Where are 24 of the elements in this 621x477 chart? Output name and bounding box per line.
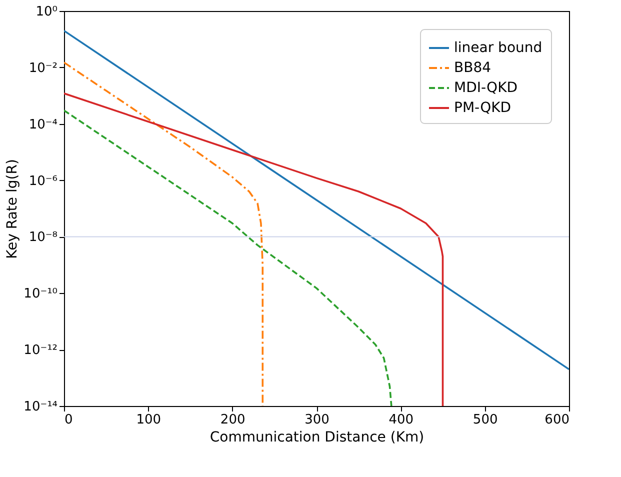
legend-label: linear bound bbox=[454, 40, 542, 56]
y-tick-label: 10⁻⁶ bbox=[28, 174, 58, 189]
x-tick-label: 600 bbox=[544, 412, 570, 428]
x-tick-label: 500 bbox=[472, 412, 498, 428]
x-tick-label: 200 bbox=[220, 412, 246, 428]
line-series bbox=[64, 92, 444, 406]
y-tick-label: 10⁻⁸ bbox=[28, 230, 58, 246]
legend-label: BB84 bbox=[454, 60, 492, 76]
y-tick-label: 10⁰ bbox=[36, 4, 58, 20]
y-tick-label: 10⁻¹² bbox=[24, 343, 58, 358]
x-tick-label: 400 bbox=[388, 412, 414, 428]
y-axis-title: Key Rate lg(R) bbox=[4, 159, 21, 259]
x-tick-label: 100 bbox=[136, 412, 162, 428]
x-tick-label: 0 bbox=[64, 412, 73, 428]
x-tick-label: 300 bbox=[304, 412, 330, 428]
y-tick-label: 10⁻² bbox=[28, 60, 58, 76]
legend-label: MDI-QKD bbox=[454, 80, 518, 96]
legend-label: PM-QKD bbox=[454, 100, 512, 116]
y-tick-label: 10⁻¹⁴ bbox=[24, 400, 58, 414]
line-series bbox=[64, 109, 392, 406]
y-tick-label: 10⁻¹⁰ bbox=[24, 286, 58, 302]
y-tick-label: 10⁻⁴ bbox=[28, 117, 58, 132]
line-series bbox=[64, 62, 264, 406]
x-axis-title: Communication Distance (Km) bbox=[210, 430, 424, 446]
